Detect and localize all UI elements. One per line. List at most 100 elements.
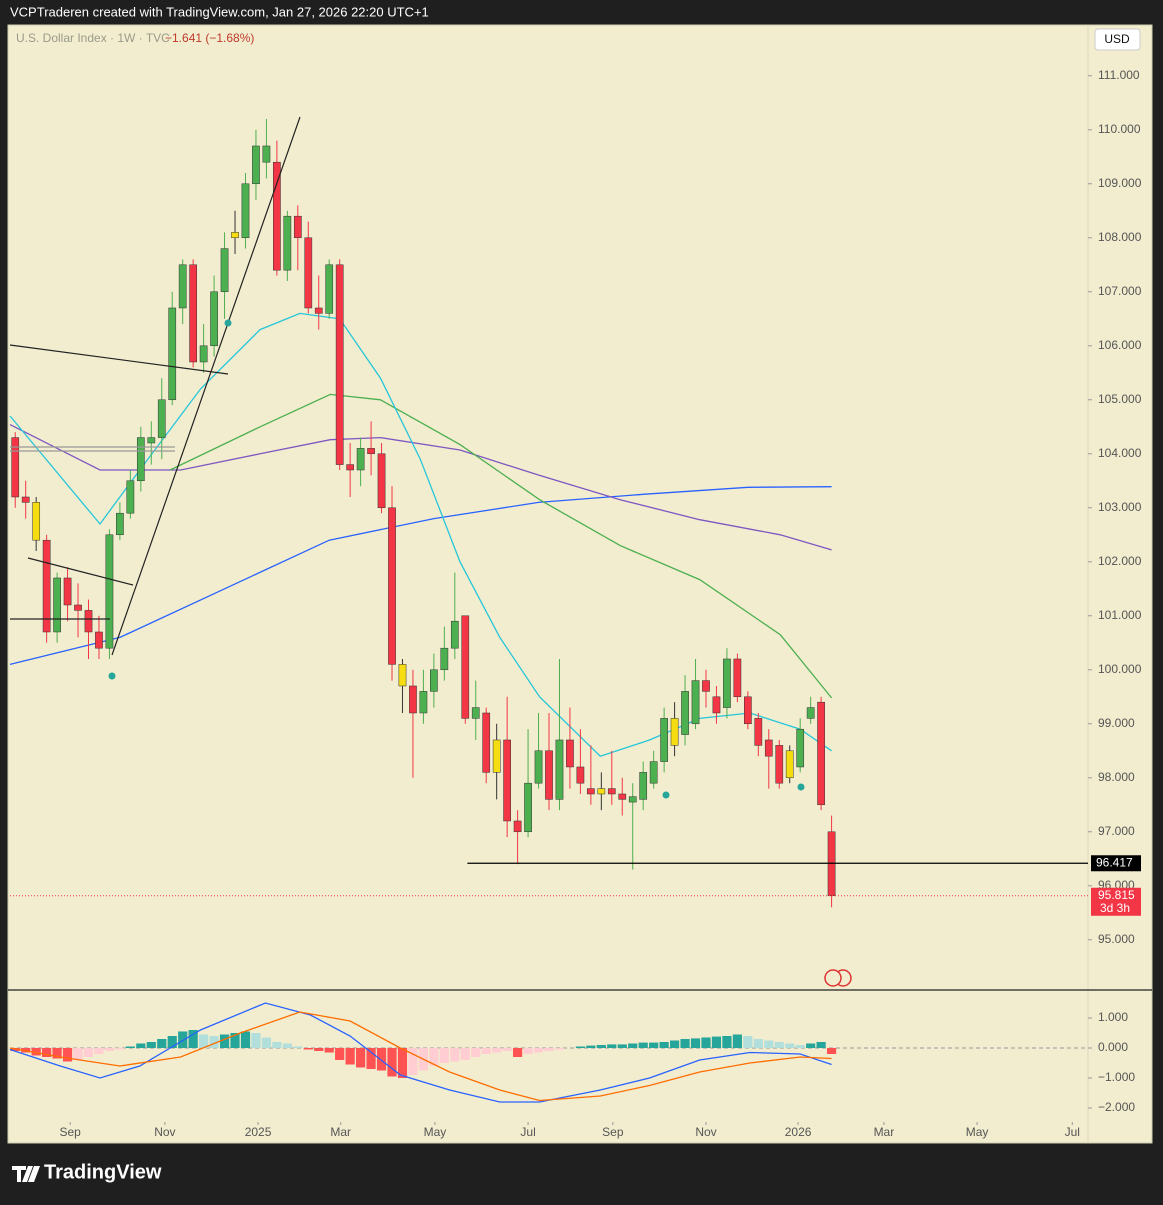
candle-body (764, 739, 773, 757)
signal-dot (662, 791, 670, 799)
candle-body (398, 664, 407, 687)
histogram-bar (178, 1031, 188, 1048)
candle-body (649, 761, 658, 784)
histogram-bar (523, 1047, 533, 1054)
candle-body (723, 658, 731, 708)
histogram-bar (690, 1038, 701, 1048)
currency-button[interactable] (1094, 28, 1141, 51)
x-tick-label: Nov (695, 1125, 716, 1139)
histogram-bar (31, 1047, 41, 1056)
y-tick-label: 101.000 (1098, 608, 1142, 622)
histogram-bar (42, 1047, 52, 1057)
candle-body (555, 739, 564, 800)
histogram-bar (513, 1047, 523, 1057)
candle-body (440, 647, 449, 671)
x-tick-label: 2026 (785, 1125, 812, 1139)
histogram-bar (711, 1036, 722, 1048)
candle-body (220, 248, 229, 293)
x-tick-label: Jul (1065, 1125, 1080, 1139)
candle-body (796, 728, 805, 768)
y-tick-label: 97.000 (1098, 824, 1135, 838)
candle-body (63, 577, 72, 606)
histogram-bar (554, 1047, 565, 1050)
candle-body (126, 480, 135, 514)
candle-body (670, 718, 679, 746)
y-tick-label: 107.000 (1098, 284, 1142, 298)
histogram-bar (209, 1035, 219, 1048)
histogram-bar (272, 1041, 282, 1048)
histogram-bar (481, 1047, 491, 1054)
candle-body (712, 696, 721, 714)
y-tick-label: 102.000 (1098, 554, 1142, 568)
histogram-bar (366, 1047, 376, 1069)
candle-body (241, 183, 250, 239)
last-price-bg (1091, 887, 1141, 916)
candle-body (817, 701, 825, 806)
y-tick-label: 100.000 (1098, 662, 1142, 676)
y-tick-label: 1.000 (1098, 1010, 1128, 1024)
histogram-bar (115, 1047, 125, 1050)
y-tick-label: −1.000 (1098, 1070, 1135, 1084)
candle-body (262, 145, 271, 163)
symbol-change: −1.641 (−1.68%) (165, 31, 254, 45)
histogram-bar (638, 1042, 648, 1048)
indicator-line (9, 312, 832, 757)
histogram-bar (408, 1047, 418, 1075)
histogram-bar (167, 1035, 177, 1048)
candle-body (566, 739, 574, 768)
candle-body (607, 788, 616, 795)
histogram-bar (146, 1041, 156, 1048)
candle-body (618, 793, 627, 800)
histogram-bar (502, 1047, 512, 1051)
candle-body (660, 718, 668, 762)
histogram-bar (94, 1047, 104, 1054)
y-tick-label: 103.000 (1098, 500, 1142, 514)
histogram-bar (544, 1047, 554, 1051)
histogram-bar (439, 1047, 449, 1063)
candle-body (639, 772, 648, 800)
annotations (9, 116, 301, 656)
candle-body (691, 680, 700, 725)
candle-body (419, 691, 428, 714)
y-tick-label: 95.000 (1098, 932, 1135, 946)
candle-body (534, 750, 543, 784)
event-flag[interactable] (824, 969, 842, 987)
candle-body (587, 788, 595, 795)
header-title: VCPTraderen created with TradingView.com… (10, 4, 429, 19)
histogram-bar (335, 1047, 345, 1060)
brand-name: TradingView (44, 1161, 162, 1183)
candle-body (116, 512, 124, 536)
brand-logo (12, 1166, 40, 1182)
signal-dots (108, 319, 805, 799)
histogram-bar (586, 1045, 596, 1048)
candle-body (450, 620, 459, 649)
candle-body (503, 739, 511, 822)
histogram-bar (356, 1047, 366, 1068)
histogram-bar (62, 1047, 73, 1062)
x-tick-label: 2025 (245, 1125, 272, 1139)
histogram-bar (199, 1034, 209, 1048)
x-tick-label: Mar (874, 1125, 895, 1139)
event-flags[interactable] (824, 969, 852, 987)
candle-body (21, 496, 30, 503)
histogram-bar (324, 1047, 334, 1053)
candle-body (293, 215, 302, 239)
currency-label[interactable]: USD (1104, 32, 1130, 46)
histogram-bar (659, 1041, 669, 1048)
histogram-bar (387, 1047, 397, 1077)
histogram-bar (125, 1046, 135, 1048)
histogram-bar (596, 1044, 606, 1048)
candle-body (492, 739, 501, 773)
trendline (27, 557, 134, 586)
level-label-bg (1091, 855, 1141, 872)
histogram-bar (376, 1047, 387, 1071)
candle-body (136, 437, 145, 482)
histogram-bar (617, 1044, 627, 1048)
histogram-bar (722, 1035, 732, 1048)
candle-body (471, 707, 480, 719)
histogram-bar (240, 1031, 251, 1048)
candle-body (273, 161, 281, 271)
candle-body (314, 307, 323, 314)
x-tick-label: Jul (520, 1125, 535, 1139)
